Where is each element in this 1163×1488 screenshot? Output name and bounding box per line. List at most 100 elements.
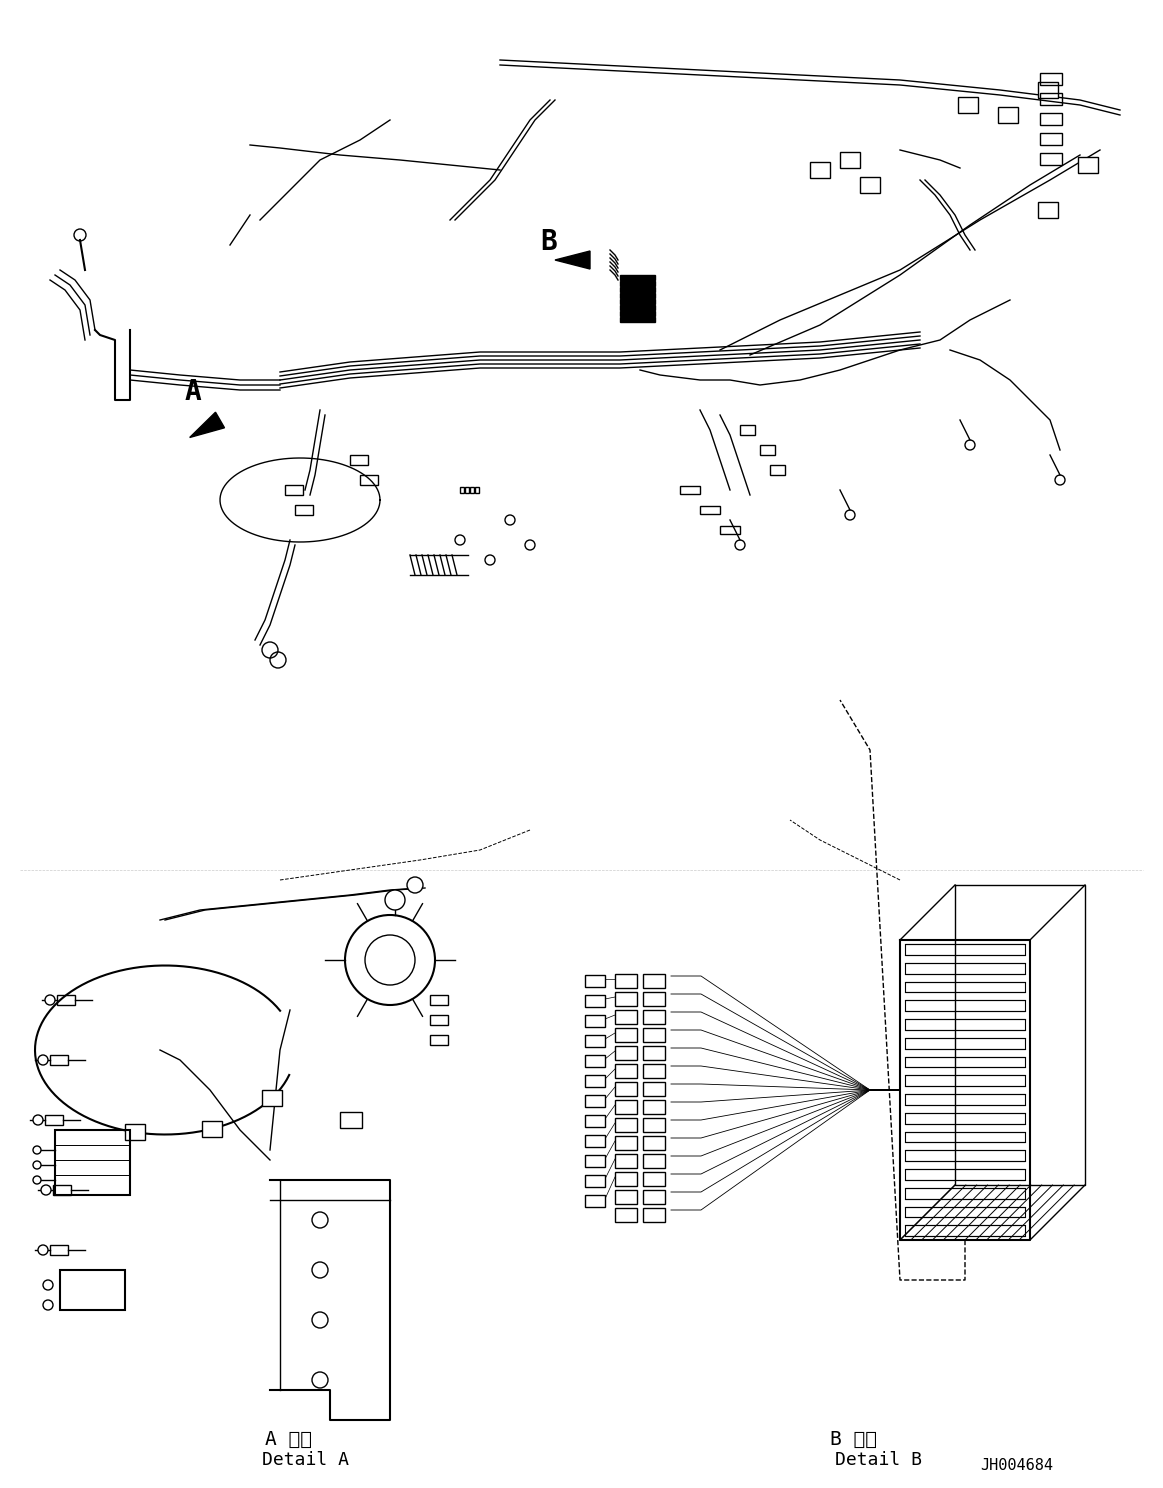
Bar	[285, 485, 304, 496]
Bar	[615, 1028, 637, 1042]
Bar	[465, 487, 469, 493]
Bar	[615, 1155, 637, 1168]
Bar	[620, 287, 655, 292]
Circle shape	[33, 1146, 41, 1155]
Bar	[615, 1117, 637, 1132]
Circle shape	[33, 1115, 43, 1125]
Text: B: B	[540, 228, 557, 256]
Bar	[60, 1269, 124, 1309]
Bar	[615, 1208, 637, 1222]
Bar	[470, 487, 475, 493]
Bar	[643, 1173, 665, 1186]
Bar	[50, 1245, 67, 1254]
Bar	[585, 1015, 605, 1027]
Bar	[430, 1015, 448, 1025]
Bar	[643, 1155, 665, 1168]
Text: A 詳細: A 詳細	[265, 1430, 312, 1449]
Bar	[620, 293, 655, 298]
Bar	[680, 487, 700, 494]
Bar	[585, 975, 605, 987]
Bar	[1078, 158, 1098, 173]
Bar	[620, 275, 655, 280]
Text: Detail A: Detail A	[262, 1451, 349, 1469]
Bar	[905, 1113, 1025, 1123]
Bar	[615, 1010, 637, 1024]
Bar	[263, 1089, 283, 1106]
Bar	[905, 1037, 1025, 1049]
Bar	[643, 1010, 665, 1024]
Text: JH004684: JH004684	[980, 1458, 1053, 1473]
Bar	[905, 1225, 1025, 1237]
Bar	[905, 1000, 1025, 1010]
Bar	[585, 1176, 605, 1187]
Bar	[45, 1115, 63, 1125]
Bar	[905, 1187, 1025, 1198]
Bar	[615, 1135, 637, 1150]
Bar	[643, 992, 665, 1006]
Bar	[905, 1019, 1025, 1030]
Bar	[585, 1155, 605, 1167]
Bar	[615, 1082, 637, 1097]
Bar	[585, 995, 605, 1007]
Bar	[859, 177, 880, 193]
Circle shape	[45, 995, 55, 1004]
Bar	[643, 1190, 665, 1204]
Text: A: A	[185, 378, 201, 406]
Circle shape	[33, 1176, 41, 1184]
Bar	[620, 299, 655, 304]
Bar	[905, 982, 1025, 992]
Bar	[57, 995, 74, 1004]
Text: B 詳細: B 詳細	[830, 1430, 877, 1449]
Bar	[905, 1094, 1025, 1104]
Bar	[585, 1195, 605, 1207]
Bar	[615, 1100, 637, 1115]
Bar	[740, 426, 755, 434]
Circle shape	[385, 890, 405, 911]
Bar	[905, 1170, 1025, 1180]
Bar	[1039, 202, 1058, 219]
Bar	[1039, 82, 1058, 98]
Bar	[55, 1129, 130, 1195]
Bar	[840, 152, 859, 168]
Text: Detail B: Detail B	[835, 1451, 922, 1469]
Bar	[643, 1046, 665, 1059]
Bar	[585, 1115, 605, 1126]
Bar	[585, 1135, 605, 1147]
Circle shape	[38, 1245, 48, 1254]
Bar	[700, 506, 720, 513]
Bar	[759, 445, 775, 455]
Polygon shape	[555, 251, 590, 269]
Bar	[461, 487, 464, 493]
Bar	[1040, 94, 1062, 106]
Bar	[958, 97, 978, 113]
Bar	[809, 162, 830, 179]
Bar	[585, 1074, 605, 1088]
Circle shape	[38, 1055, 48, 1065]
Bar	[643, 1100, 665, 1115]
Bar	[585, 1095, 605, 1107]
Bar	[1040, 132, 1062, 144]
Bar	[615, 975, 637, 988]
Bar	[905, 1150, 1025, 1161]
Bar	[620, 305, 655, 310]
Bar	[620, 281, 655, 286]
Circle shape	[33, 1161, 41, 1170]
Bar	[643, 1064, 665, 1077]
Bar	[1040, 113, 1062, 125]
Bar	[430, 995, 448, 1004]
Bar	[643, 1117, 665, 1132]
Bar	[361, 475, 378, 485]
Bar	[620, 317, 655, 321]
Bar	[905, 1207, 1025, 1217]
Bar	[475, 487, 479, 493]
Circle shape	[407, 876, 423, 893]
Bar	[126, 1125, 145, 1140]
Bar	[1040, 73, 1062, 85]
Bar	[615, 1173, 637, 1186]
Bar	[615, 992, 637, 1006]
Bar	[643, 1028, 665, 1042]
Bar	[615, 1046, 637, 1059]
Bar	[615, 1190, 637, 1204]
Bar	[643, 1082, 665, 1097]
Bar	[720, 525, 740, 534]
